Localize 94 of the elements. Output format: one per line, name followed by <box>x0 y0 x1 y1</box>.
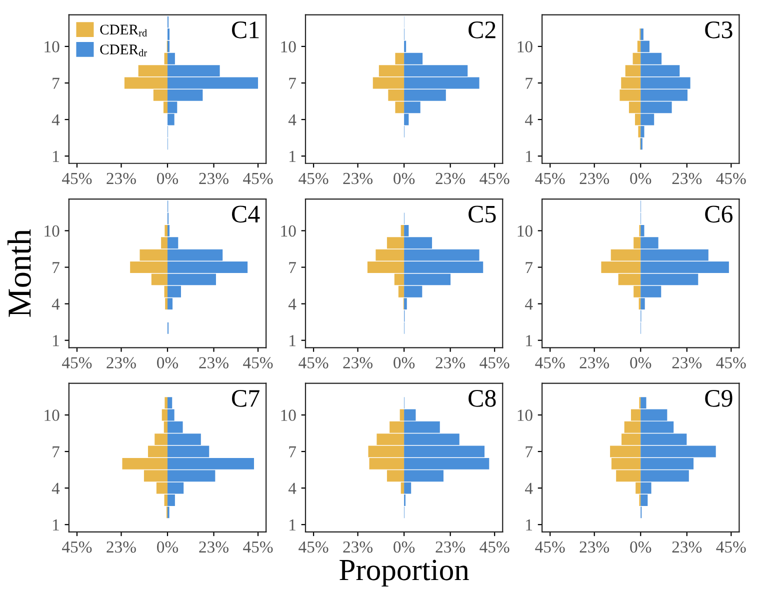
y-tick-label: 7 <box>289 78 296 89</box>
chart-title: C6 <box>705 206 733 223</box>
y-tick-label: 10 <box>281 410 296 421</box>
x-tick-label: 45% <box>716 357 746 368</box>
y-tick-label: 1 <box>526 335 532 346</box>
y-tick-label: 4 <box>288 482 296 494</box>
y-tick-label: 7 <box>52 78 60 89</box>
x-tick-label: 23% <box>199 172 228 184</box>
y-tick-label: 4 <box>525 482 533 494</box>
y-tick-label: 10 <box>518 225 532 237</box>
y-tick-label: 1 <box>53 150 59 162</box>
x-tick-label: 0% <box>157 172 178 184</box>
x-tick-label: 0% <box>630 541 652 553</box>
x-tick-label: 45% <box>243 172 273 184</box>
x-tick-label: 45% <box>716 172 746 184</box>
y-tick-label: 1 <box>53 519 59 530</box>
y-tick-label: 4 <box>52 298 60 310</box>
x-tick-label: 23% <box>106 541 136 553</box>
y-tick-label: 4 <box>52 482 60 494</box>
x-tick-label: 45% <box>298 357 328 368</box>
x-tick-label: 45% <box>535 172 565 184</box>
x-tick-label: 23% <box>672 172 702 184</box>
x-tick-label: 45% <box>535 357 565 368</box>
x-tick-label: 23% <box>436 357 466 368</box>
legend-label: CDER$_{dr}$ <box>100 44 147 56</box>
x-tick-label: 23% <box>343 357 373 368</box>
x-tick-label: 23% <box>580 357 610 368</box>
x-tick-label: 45% <box>480 172 510 184</box>
x-tick-label: 23% <box>106 357 136 368</box>
y-tick-label: 1 <box>290 519 296 530</box>
x-tick-label: 45% <box>62 172 92 184</box>
x-tick-label: 23% <box>343 541 373 553</box>
x-tick-label: 0% <box>394 172 415 184</box>
y-tick-label: 4 <box>288 114 296 126</box>
y-tick-label: 4 <box>525 298 533 310</box>
x-tick-label: 23% <box>580 541 610 553</box>
x-tick-label: 0% <box>394 357 415 368</box>
x-tick-label: 23% <box>106 172 136 184</box>
x-tick-label: 0% <box>394 541 415 553</box>
x-tick-label: 45% <box>480 357 510 368</box>
y-tick-label: 10 <box>44 225 60 237</box>
chart-title: C7 <box>232 390 260 407</box>
x-tick-label: 45% <box>298 541 328 553</box>
x-tick-label: 0% <box>630 357 652 368</box>
x-tick-label: 23% <box>199 357 228 368</box>
y-tick-label: 4 <box>525 114 533 126</box>
y-tick-label: 10 <box>44 41 60 52</box>
y-tick-label: 10 <box>518 410 532 421</box>
x-tick-label: 45% <box>243 541 273 553</box>
y-tick-label: 10 <box>281 41 296 52</box>
y-tick-label: 4 <box>288 298 296 310</box>
x-tick-label: 0% <box>157 541 178 553</box>
x-tick-label: 23% <box>436 172 466 184</box>
x-tick-label: 23% <box>580 172 610 184</box>
x-tick-label: 45% <box>716 541 746 553</box>
legend-label: CDER$_{rd}$ <box>100 24 147 36</box>
x-tick-label: 45% <box>535 541 565 553</box>
x-tick-label: 45% <box>298 172 328 184</box>
x-tick-label: 0% <box>157 357 178 368</box>
x-axis-title: Proportion <box>340 560 469 587</box>
y-tick-label: 10 <box>281 225 296 237</box>
y-tick-label: 7 <box>52 262 60 274</box>
chart-title: C1 <box>232 22 259 38</box>
x-tick-label: 0% <box>630 172 652 184</box>
x-tick-label: 23% <box>436 541 466 553</box>
x-tick-label: 23% <box>343 172 373 184</box>
y-axis-title: Month <box>7 229 31 317</box>
chart-title: C9 <box>705 390 732 407</box>
chart-title: C4 <box>232 206 260 223</box>
y-tick-label: 1 <box>53 335 59 346</box>
chart-title: C5 <box>468 206 496 223</box>
y-tick-label: 4 <box>52 114 60 126</box>
x-tick-label: 45% <box>243 357 273 368</box>
y-tick-label: 7 <box>52 446 60 458</box>
y-tick-label: 7 <box>526 78 533 89</box>
x-tick-label: 45% <box>62 357 92 368</box>
x-tick-label: 23% <box>672 357 702 368</box>
y-tick-label: 1 <box>290 150 296 162</box>
y-tick-label: 7 <box>289 262 296 274</box>
chart-title: C3 <box>705 22 732 38</box>
chart-title: C2 <box>468 22 496 38</box>
x-tick-label: 45% <box>62 541 92 553</box>
y-tick-label: 10 <box>518 41 532 52</box>
y-tick-label: 1 <box>526 519 532 530</box>
y-tick-label: 1 <box>290 335 296 346</box>
y-tick-label: 7 <box>526 446 533 458</box>
chart-title: C8 <box>468 390 496 407</box>
x-tick-label: 23% <box>672 541 702 553</box>
x-tick-label: 45% <box>480 541 510 553</box>
y-tick-label: 1 <box>526 150 532 162</box>
y-tick-label: 7 <box>289 446 296 458</box>
y-tick-label: 7 <box>526 262 533 274</box>
x-tick-label: 23% <box>199 541 228 553</box>
y-tick-label: 10 <box>44 410 60 421</box>
